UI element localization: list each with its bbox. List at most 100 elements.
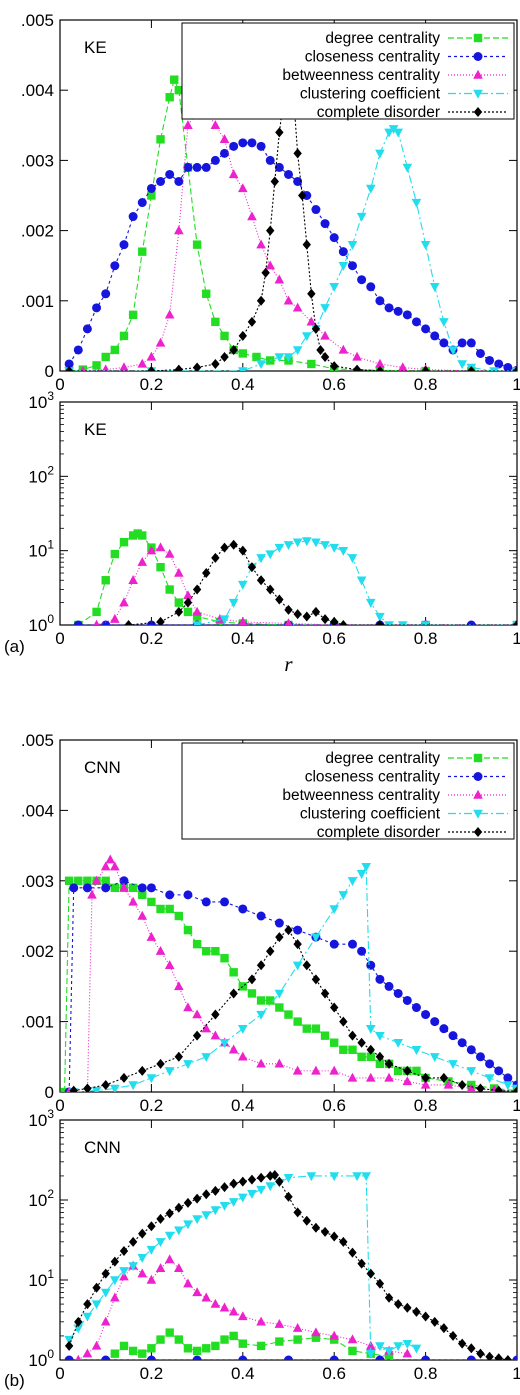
- data-point: [284, 1010, 293, 1019]
- data-point: [347, 1334, 358, 1344]
- data-point: [293, 939, 302, 950]
- x-tick-label: 0.2: [140, 375, 164, 394]
- data-point: [311, 1065, 321, 1075]
- data-point: [174, 606, 184, 617]
- y-tick-label: 102: [28, 463, 54, 486]
- data-point: [361, 1172, 371, 1182]
- data-point: [210, 1030, 221, 1040]
- data-point: [421, 1311, 430, 1322]
- data-point: [165, 1208, 174, 1219]
- data-point: [375, 149, 385, 159]
- data-point: [375, 1031, 385, 1041]
- data-point: [275, 1176, 284, 1187]
- x-tick-label: 0: [55, 1364, 64, 1383]
- data-point: [238, 1024, 248, 1034]
- data-point: [439, 338, 449, 348]
- x-tick-label: 0.8: [414, 375, 438, 394]
- data-point: [393, 128, 403, 138]
- legend-entry-label: closeness centrality: [305, 49, 441, 66]
- data-point: [393, 1299, 403, 1310]
- legend-box: [181, 742, 515, 840]
- data-point: [421, 324, 431, 334]
- y-tick-label: 100: [28, 612, 54, 635]
- data-point: [228, 1044, 239, 1054]
- data-point: [80, 365, 86, 371]
- data-point: [192, 1030, 202, 1041]
- data-point: [220, 148, 230, 158]
- data-point: [155, 337, 166, 347]
- data-point: [174, 911, 184, 921]
- data-point: [164, 1231, 175, 1241]
- data-point: [348, 1030, 357, 1041]
- data-point: [338, 247, 348, 257]
- legend-box: [181, 22, 515, 120]
- data-point: [174, 567, 184, 577]
- data-point: [494, 1066, 504, 1076]
- data-point: [105, 854, 116, 864]
- data-point: [283, 1173, 294, 1183]
- data-point: [384, 128, 394, 138]
- data-point: [146, 183, 156, 193]
- series-line-betweenness-centrality: [77, 1258, 408, 1360]
- data-point: [210, 155, 220, 165]
- data-point: [183, 1060, 193, 1070]
- data-point: [384, 303, 394, 313]
- data-point: [220, 897, 230, 907]
- data-point: [329, 1330, 339, 1340]
- data-point: [110, 1349, 120, 1358]
- data-point: [165, 93, 174, 102]
- legend-entry-label: complete disorder: [317, 104, 440, 121]
- data-point: [174, 1202, 184, 1213]
- data-point: [238, 545, 247, 556]
- data-point: [220, 1335, 229, 1344]
- data-point: [352, 1172, 362, 1182]
- data-point: [229, 344, 238, 355]
- data-point: [101, 620, 111, 625]
- data-point: [247, 138, 257, 148]
- data-point: [275, 127, 284, 138]
- data-point: [101, 1268, 110, 1279]
- data-point: [365, 1072, 376, 1082]
- data-point: [119, 240, 129, 250]
- x-tick-label: 0.6: [322, 1364, 346, 1383]
- data-point: [301, 332, 312, 342]
- x-tick-label: 0.6: [322, 1096, 346, 1115]
- data-point: [137, 198, 147, 208]
- data-point: [64, 876, 74, 885]
- data-point: [164, 960, 175, 969]
- data-point: [183, 607, 193, 617]
- data-point: [393, 1039, 403, 1048]
- data-point: [274, 162, 284, 172]
- y-tick-label: .004: [21, 81, 54, 100]
- data-point: [174, 1335, 184, 1344]
- data-point: [138, 247, 147, 256]
- data-point: [361, 863, 371, 872]
- data-point: [311, 606, 321, 617]
- data-point: [119, 1246, 129, 1257]
- data-point: [302, 960, 311, 971]
- data-point: [311, 205, 321, 215]
- x-tick-label: 0.4: [231, 1364, 255, 1383]
- data-point: [484, 1074, 495, 1084]
- x-tick-label: 0: [55, 375, 64, 394]
- data-point: [137, 1253, 148, 1263]
- data-point: [101, 1079, 110, 1090]
- data-point: [411, 1003, 421, 1013]
- plot-frame: [59, 739, 518, 1093]
- data-point: [329, 1172, 339, 1182]
- data-point: [119, 1072, 129, 1083]
- data-point: [475, 1052, 485, 1062]
- data-point: [307, 359, 316, 369]
- data-point: [146, 1245, 157, 1255]
- data-point: [147, 366, 156, 371]
- chart-ke-linear: 0 0.2 0.4 0.6 0.8 1 0 .001 .002 .003 .004 .005 KE deg…: [21, 11, 520, 394]
- data-point: [91, 1340, 102, 1350]
- data-point: [284, 925, 293, 936]
- data-point: [338, 891, 349, 901]
- data-point: [192, 606, 202, 616]
- data-point: [265, 1182, 276, 1192]
- data-point: [124, 620, 133, 625]
- data-point: [256, 575, 266, 586]
- data-point: [275, 1337, 284, 1346]
- data-point: [421, 366, 430, 371]
